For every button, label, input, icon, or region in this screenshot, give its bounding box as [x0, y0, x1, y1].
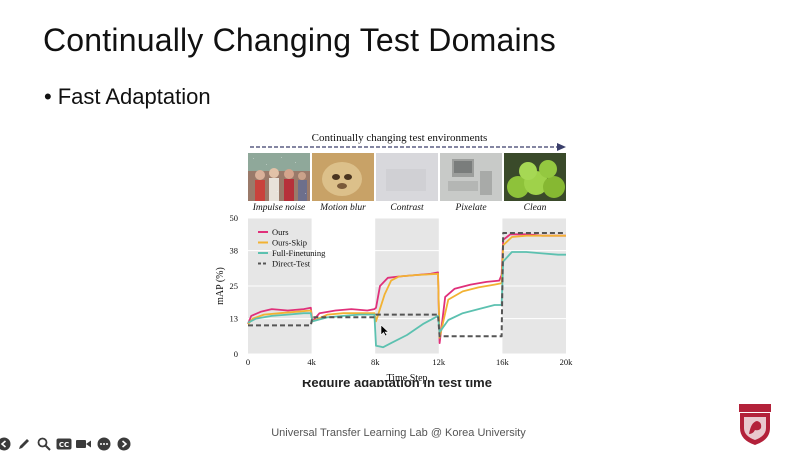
domain-label-pixelate: Pixelate [455, 203, 487, 213]
legend-label: Ours [272, 227, 289, 237]
x-tick-label: 0 [246, 357, 250, 367]
x-tick-label: 8k [371, 357, 380, 367]
left-arrow-icon[interactable] [0, 436, 12, 452]
thumb-motion-blur [312, 153, 374, 201]
right-arrow-icon[interactable] [116, 436, 132, 452]
footer-text: Universal Transfer Learning Lab @ Korea … [271, 427, 526, 439]
korea-university-logo [739, 404, 771, 445]
x-axis-title: Time Step [386, 373, 427, 384]
domain-label-contrast: Contrast [390, 203, 424, 213]
mouse-cursor-icon [380, 324, 390, 337]
x-tick-label: 4k [307, 357, 316, 367]
thumb-contrast [376, 153, 438, 201]
thumb-pixelate [440, 153, 502, 201]
figure: Continually changing test environments [212, 128, 587, 386]
svg-text:CC: CC [59, 441, 69, 449]
y-tick-label: 13 [230, 314, 239, 324]
bullet-text: Fast Adaptation [57, 84, 211, 109]
pen-icon[interactable] [16, 436, 32, 452]
magnifier-icon[interactable] [36, 436, 52, 452]
captions-icon[interactable]: CC [56, 436, 72, 452]
banner-arrow [250, 143, 566, 151]
y-tick-label: 50 [230, 213, 239, 223]
series-line-direct-test [248, 232, 566, 338]
presentation-toolbar: CC [0, 436, 132, 452]
video-icon[interactable] [76, 436, 92, 452]
slide-title: Continually Changing Test Domains [43, 22, 556, 58]
line-chart: 0 13 25 38 50 0 4k 8k 12k 16k 20k Time Step mAP (%) O… [215, 213, 574, 384]
x-tick-label: 12k [432, 357, 446, 367]
x-tick-label: 16k [496, 357, 510, 367]
banner-arrow-head [557, 143, 566, 151]
y-tick-label: 38 [230, 246, 239, 256]
y-axis-title: mAP (%) [215, 267, 226, 305]
legend-label: Ours-Skip [272, 238, 307, 248]
y-tick-label: 0 [234, 349, 238, 359]
legend-label: Full-Finetuning [272, 248, 326, 258]
bullet-point: • Fast Adaptation [44, 84, 211, 110]
series-line-full-finetuning [247, 251, 566, 349]
legend-label: Direct-Test [272, 259, 311, 269]
cut-off-caption: Require adaptation in test time [302, 380, 512, 387]
thumb-clean [504, 153, 566, 201]
bullet-dot: • [44, 84, 52, 109]
more-icon[interactable] [96, 436, 112, 452]
y-tick-label: 25 [230, 281, 239, 291]
banner-label: Continually changing test environments [311, 132, 488, 144]
domain-label-motion-blur: Motion blur [320, 203, 366, 213]
domain-label-impulse-noise: Impulse noise [252, 203, 306, 213]
domain-thumbnails [248, 153, 566, 201]
x-tick-label: 20k [560, 357, 574, 367]
thumb-impulse-noise [248, 153, 310, 201]
domain-label-clean: Clean [523, 203, 547, 213]
